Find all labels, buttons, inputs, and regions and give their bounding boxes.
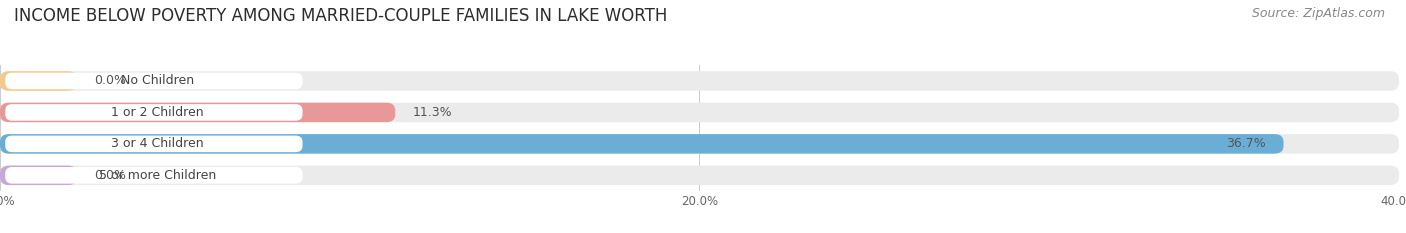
FancyBboxPatch shape: [0, 166, 1399, 185]
FancyBboxPatch shape: [0, 71, 1399, 91]
FancyBboxPatch shape: [0, 134, 1284, 154]
FancyBboxPatch shape: [6, 136, 302, 152]
Text: 36.7%: 36.7%: [1226, 137, 1265, 150]
Text: 3 or 4 Children: 3 or 4 Children: [111, 137, 204, 150]
FancyBboxPatch shape: [0, 103, 395, 122]
Text: 0.0%: 0.0%: [94, 75, 127, 87]
Text: 5 or more Children: 5 or more Children: [98, 169, 217, 182]
FancyBboxPatch shape: [6, 73, 302, 89]
FancyBboxPatch shape: [0, 134, 1399, 154]
Text: 11.3%: 11.3%: [413, 106, 453, 119]
FancyBboxPatch shape: [6, 167, 302, 184]
Text: INCOME BELOW POVERTY AMONG MARRIED-COUPLE FAMILIES IN LAKE WORTH: INCOME BELOW POVERTY AMONG MARRIED-COUPL…: [14, 7, 668, 25]
Text: No Children: No Children: [121, 75, 194, 87]
Text: 1 or 2 Children: 1 or 2 Children: [111, 106, 204, 119]
FancyBboxPatch shape: [6, 104, 302, 121]
Text: Source: ZipAtlas.com: Source: ZipAtlas.com: [1251, 7, 1385, 20]
FancyBboxPatch shape: [0, 166, 77, 185]
FancyBboxPatch shape: [0, 71, 77, 91]
Text: 0.0%: 0.0%: [94, 169, 127, 182]
FancyBboxPatch shape: [0, 103, 1399, 122]
